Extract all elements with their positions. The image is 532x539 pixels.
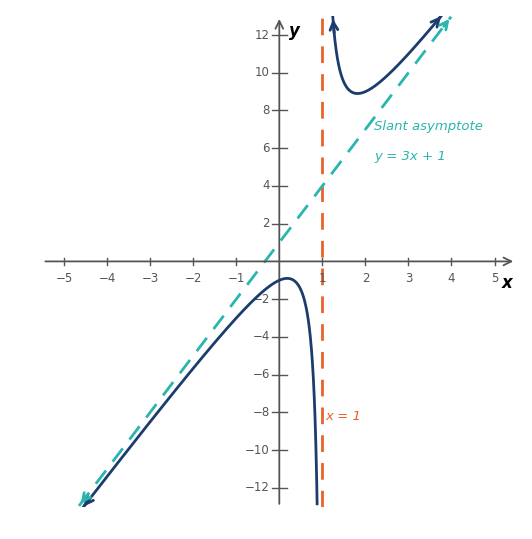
Text: 8: 8 xyxy=(262,104,270,117)
Text: 3: 3 xyxy=(405,272,412,285)
Text: −12: −12 xyxy=(245,481,270,494)
Text: 1: 1 xyxy=(319,272,326,285)
Text: −2: −2 xyxy=(185,272,202,285)
Text: 4: 4 xyxy=(262,179,270,192)
Text: −4: −4 xyxy=(98,272,116,285)
Text: −1: −1 xyxy=(228,272,245,285)
Text: −2: −2 xyxy=(253,293,270,306)
Text: x = 1: x = 1 xyxy=(326,410,362,423)
Text: 6: 6 xyxy=(262,142,270,155)
Text: −6: −6 xyxy=(253,368,270,381)
Text: x: x xyxy=(502,274,513,292)
Text: 4: 4 xyxy=(448,272,455,285)
Text: 10: 10 xyxy=(255,66,270,79)
Text: 5: 5 xyxy=(491,272,498,285)
Text: 12: 12 xyxy=(255,29,270,42)
Text: y = 3x + 1: y = 3x + 1 xyxy=(374,150,446,163)
Text: −5: −5 xyxy=(55,272,73,285)
Text: y: y xyxy=(289,22,300,40)
Text: −10: −10 xyxy=(245,444,270,457)
Text: 2: 2 xyxy=(362,272,369,285)
Text: 2: 2 xyxy=(262,217,270,230)
Text: −3: −3 xyxy=(142,272,159,285)
Text: −4: −4 xyxy=(253,330,270,343)
Text: Slant asymptote: Slant asymptote xyxy=(374,120,483,133)
Text: −8: −8 xyxy=(253,406,270,419)
